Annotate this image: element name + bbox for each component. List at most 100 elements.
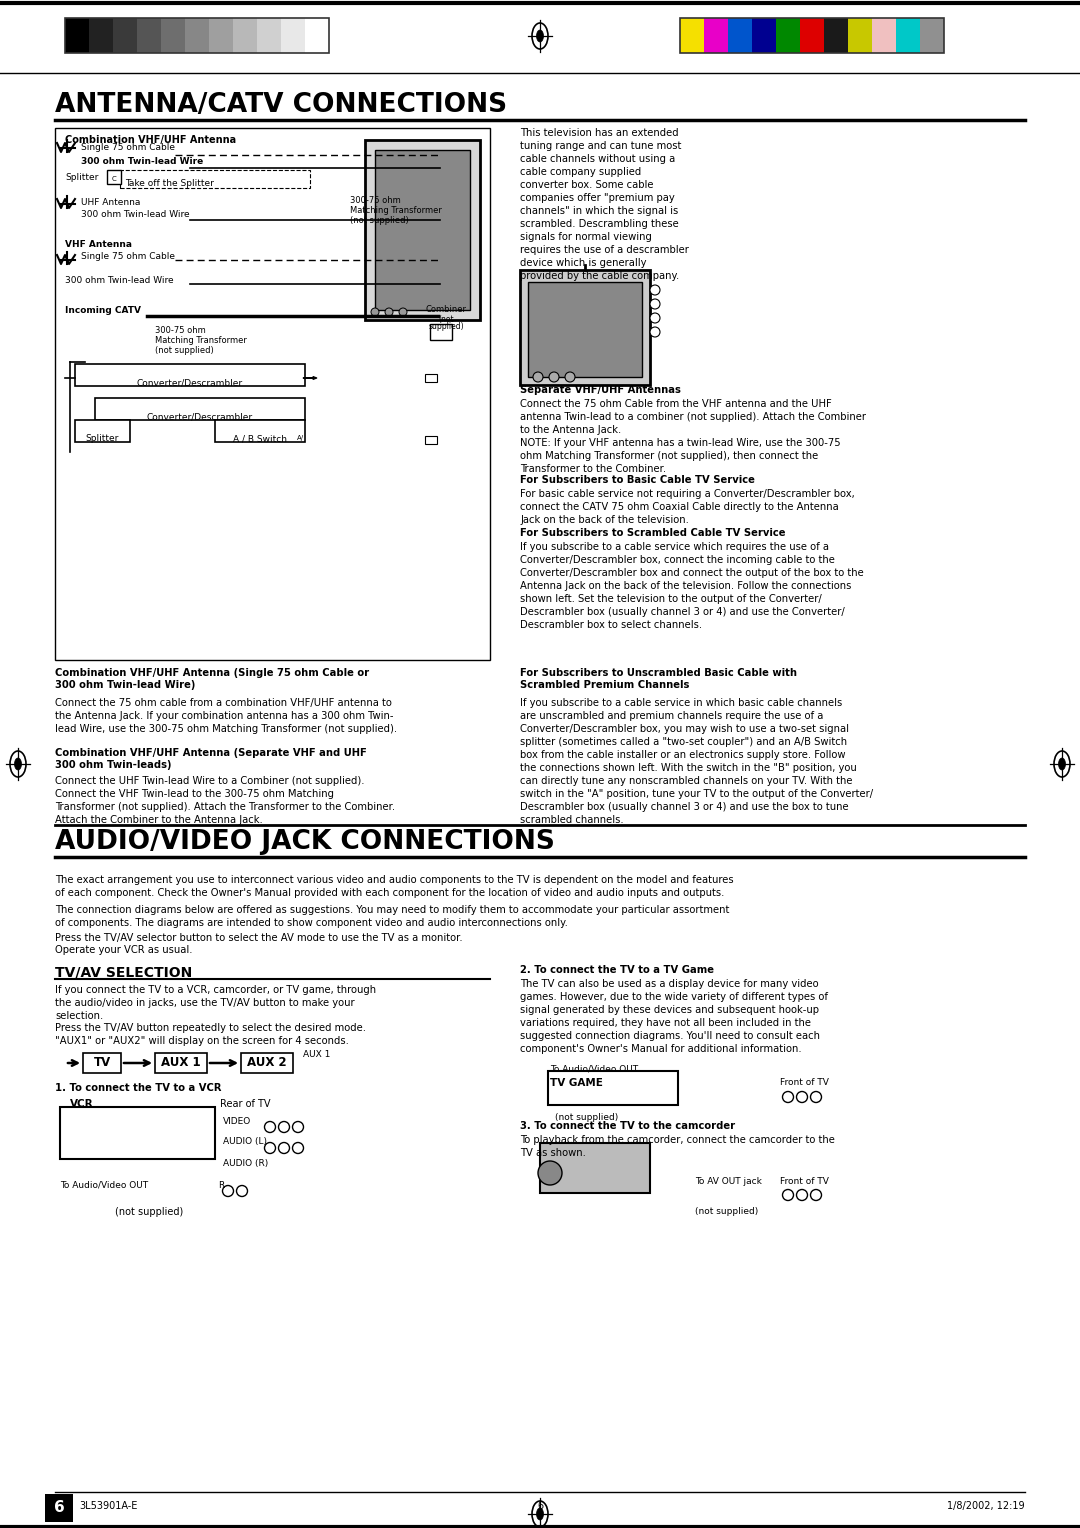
Circle shape: [265, 1122, 275, 1132]
Bar: [824, 18, 848, 53]
Bar: [75, 420, 130, 442]
Text: The exact arrangement you use to interconnect various video and audio components: The exact arrangement you use to interco…: [55, 876, 733, 898]
Text: R: R: [218, 1181, 225, 1190]
Text: Take off the Splitter: Take off the Splitter: [125, 179, 214, 188]
Bar: [435, 274, 457, 303]
Bar: [45, 1494, 73, 1522]
Bar: [752, 18, 777, 53]
Text: Matching Transformer: Matching Transformer: [156, 336, 247, 345]
Text: For basic cable service not requiring a Converter/Descrambler box,
connect the C: For basic cable service not requiring a …: [519, 489, 854, 526]
Text: If you subscribe to a cable service in which basic cable channels
are unscramble: If you subscribe to a cable service in w…: [519, 698, 873, 825]
Circle shape: [549, 371, 559, 382]
Text: 1. To connect the TV to a VCR: 1. To connect the TV to a VCR: [55, 1083, 221, 1093]
Text: Combination VHF/UHF Antenna: Combination VHF/UHF Antenna: [65, 134, 237, 145]
Text: Connect the 75 ohm cable from a combination VHF/UHF antenna to
the Antenna Jack.: Connect the 75 ohm cable from a combinat…: [55, 698, 397, 733]
Circle shape: [237, 1186, 247, 1196]
Bar: [519, 270, 650, 385]
Bar: [65, 18, 89, 53]
Text: To Audio/Video OUT: To Audio/Video OUT: [550, 1065, 638, 1074]
Circle shape: [650, 286, 660, 295]
Bar: [83, 1053, 121, 1073]
Text: VHF Antenna: VHF Antenna: [65, 240, 132, 249]
Text: A / B Switch: A / B Switch: [233, 434, 287, 443]
Circle shape: [384, 309, 393, 316]
Text: 1/8/2002, 12:19: 1/8/2002, 12:19: [947, 1500, 1025, 1511]
Bar: [430, 212, 453, 228]
Circle shape: [810, 1091, 822, 1103]
Text: Single 75 ohm Cable: Single 75 ohm Cable: [81, 144, 175, 153]
Bar: [777, 18, 800, 53]
Text: AUX 2: AUX 2: [247, 1056, 287, 1070]
Bar: [375, 150, 470, 310]
FancyArrow shape: [303, 376, 318, 379]
Text: VIDEO: VIDEO: [222, 1117, 252, 1126]
Circle shape: [293, 1122, 303, 1132]
Bar: [75, 364, 305, 387]
Text: AUX 1: AUX 1: [161, 1056, 201, 1070]
Text: Converter/Descrambler: Converter/Descrambler: [137, 377, 243, 387]
Text: 2. To connect the TV to a TV Game: 2. To connect the TV to a TV Game: [519, 966, 714, 975]
Bar: [540, 1143, 650, 1193]
Circle shape: [372, 309, 379, 316]
Bar: [426, 374, 437, 382]
Bar: [426, 435, 437, 445]
Circle shape: [797, 1189, 808, 1201]
Text: VCR: VCR: [70, 1099, 94, 1109]
Circle shape: [650, 327, 660, 338]
Circle shape: [565, 371, 575, 382]
Text: 6: 6: [54, 1500, 65, 1516]
Text: Splitter: Splitter: [85, 434, 119, 443]
Text: (not supplied): (not supplied): [350, 215, 408, 225]
Ellipse shape: [1058, 758, 1066, 770]
Bar: [800, 18, 824, 53]
Text: (not: (not: [438, 315, 454, 324]
Ellipse shape: [537, 1508, 543, 1520]
Text: To AV OUT jack: To AV OUT jack: [696, 1177, 761, 1186]
Text: Converter/Descrambler: Converter/Descrambler: [147, 413, 253, 422]
Text: Splitter: Splitter: [65, 174, 98, 182]
Bar: [55, 128, 490, 660]
Bar: [920, 18, 944, 53]
Bar: [430, 324, 453, 341]
Text: C: C: [111, 176, 117, 182]
Text: Operate your VCR as usual.: Operate your VCR as usual.: [55, 944, 192, 955]
Text: Incoming CATV: Incoming CATV: [65, 306, 141, 315]
Circle shape: [279, 1143, 289, 1154]
Bar: [848, 18, 872, 53]
Bar: [210, 18, 233, 53]
Bar: [107, 170, 121, 183]
Text: For Subscribers to Unscrambled Basic Cable with
Scrambled Premium Channels: For Subscribers to Unscrambled Basic Cab…: [519, 668, 797, 691]
Text: ANTENNA/CATV CONNECTIONS: ANTENNA/CATV CONNECTIONS: [55, 92, 508, 118]
Text: Front of TV: Front of TV: [780, 1177, 828, 1186]
Text: 300-75 ohm: 300-75 ohm: [350, 196, 401, 205]
Bar: [215, 420, 305, 442]
Text: This television has an extended
tuning range and can tune most
cable channels wi: This television has an extended tuning r…: [519, 128, 689, 281]
Text: The connection diagrams below are offered as suggestions. You may need to modify: The connection diagrams below are offere…: [55, 905, 729, 927]
Text: (not supplied): (not supplied): [156, 345, 214, 354]
Bar: [156, 1053, 207, 1073]
Circle shape: [534, 371, 543, 382]
Bar: [365, 141, 480, 319]
Circle shape: [265, 1143, 275, 1154]
Text: Combination VHF/UHF Antenna (Separate VHF and UHF
300 ohm Twin-leads): Combination VHF/UHF Antenna (Separate VH…: [55, 749, 367, 770]
Text: AUDIO (L): AUDIO (L): [222, 1137, 267, 1146]
Bar: [281, 18, 305, 53]
Text: 3L53901A-E: 3L53901A-E: [79, 1500, 137, 1511]
Text: Press the TV/AV selector button to select the AV mode to use the TV as a monitor: Press the TV/AV selector button to selec…: [55, 934, 462, 943]
Bar: [161, 18, 185, 53]
Bar: [257, 18, 281, 53]
Bar: [65, 18, 329, 53]
Circle shape: [810, 1189, 822, 1201]
Bar: [60, 1106, 215, 1160]
Bar: [305, 18, 329, 53]
Bar: [680, 18, 944, 53]
Text: (not supplied): (not supplied): [114, 1207, 184, 1216]
Text: 300 ohm Twin-lead Wire: 300 ohm Twin-lead Wire: [65, 277, 174, 286]
Text: (not supplied): (not supplied): [555, 1112, 618, 1122]
Bar: [704, 18, 728, 53]
Text: supplied): supplied): [428, 322, 463, 332]
Circle shape: [650, 313, 660, 322]
Circle shape: [279, 1122, 289, 1132]
Text: Combiner: Combiner: [426, 306, 467, 313]
Text: 300-75 ohm: 300-75 ohm: [156, 325, 206, 335]
